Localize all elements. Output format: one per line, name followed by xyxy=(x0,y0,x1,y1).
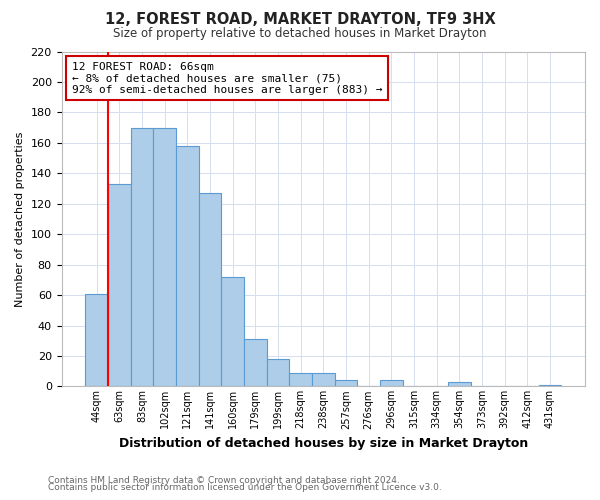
Bar xyxy=(176,146,199,386)
Bar xyxy=(131,128,154,386)
Bar xyxy=(312,372,335,386)
Bar xyxy=(380,380,403,386)
Text: Contains public sector information licensed under the Open Government Licence v3: Contains public sector information licen… xyxy=(48,484,442,492)
Bar xyxy=(335,380,357,386)
Bar xyxy=(85,294,108,386)
Bar xyxy=(221,277,244,386)
Bar xyxy=(108,184,131,386)
Bar xyxy=(244,339,266,386)
Bar xyxy=(154,128,176,386)
Text: 12 FOREST ROAD: 66sqm
← 8% of detached houses are smaller (75)
92% of semi-detac: 12 FOREST ROAD: 66sqm ← 8% of detached h… xyxy=(72,62,382,94)
Text: 12, FOREST ROAD, MARKET DRAYTON, TF9 3HX: 12, FOREST ROAD, MARKET DRAYTON, TF9 3HX xyxy=(104,12,496,28)
Text: Size of property relative to detached houses in Market Drayton: Size of property relative to detached ho… xyxy=(113,28,487,40)
Bar xyxy=(289,372,312,386)
Bar xyxy=(539,385,561,386)
Bar xyxy=(448,382,470,386)
X-axis label: Distribution of detached houses by size in Market Drayton: Distribution of detached houses by size … xyxy=(119,437,528,450)
Text: Contains HM Land Registry data © Crown copyright and database right 2024.: Contains HM Land Registry data © Crown c… xyxy=(48,476,400,485)
Bar xyxy=(199,193,221,386)
Y-axis label: Number of detached properties: Number of detached properties xyxy=(15,132,25,306)
Bar xyxy=(266,359,289,386)
